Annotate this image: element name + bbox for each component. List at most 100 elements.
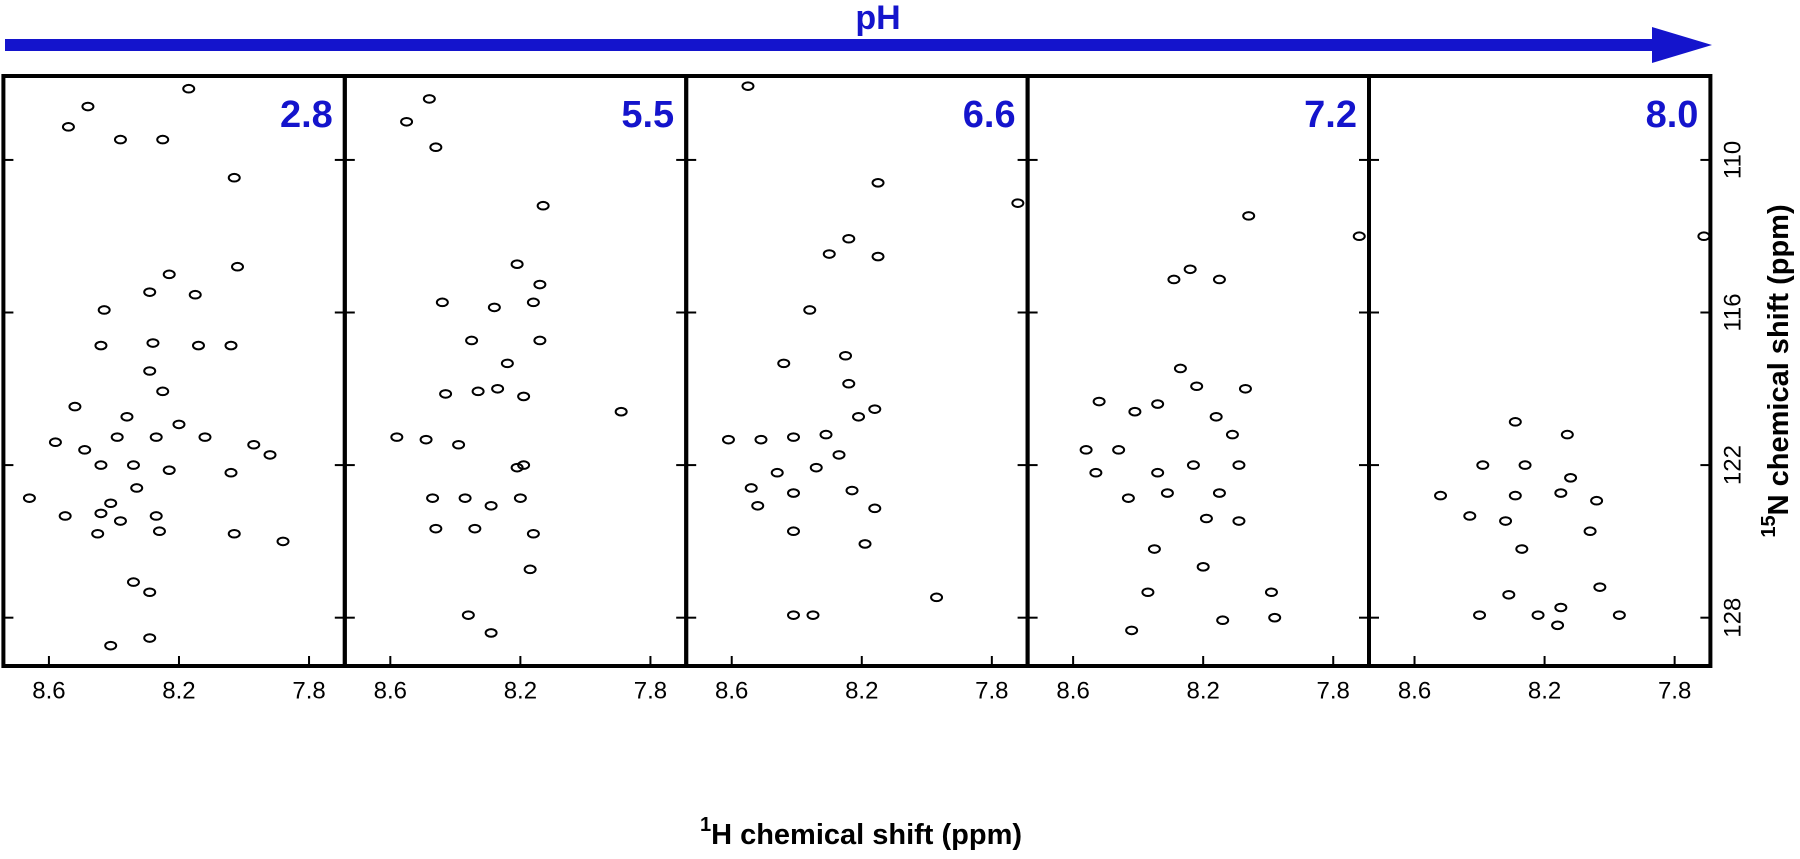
peak xyxy=(871,178,885,188)
peak xyxy=(526,297,540,308)
peak xyxy=(517,391,531,402)
peak xyxy=(1463,511,1477,521)
peak xyxy=(113,134,127,145)
peak xyxy=(1190,381,1204,392)
peak xyxy=(517,460,531,470)
y-label-text: N chemical shift (ppm) xyxy=(1763,204,1795,515)
peak xyxy=(130,483,144,493)
peak xyxy=(868,404,882,414)
peak xyxy=(104,640,118,651)
peak xyxy=(1551,620,1565,631)
peak xyxy=(1264,587,1278,598)
x-tick-label: 8.2 xyxy=(162,677,195,704)
peak xyxy=(852,411,866,422)
x-tick-label: 8.2 xyxy=(1528,677,1561,704)
peak xyxy=(1092,396,1106,407)
peak xyxy=(1209,411,1223,422)
peak xyxy=(22,493,36,503)
peak xyxy=(1502,589,1516,600)
peak xyxy=(461,610,475,620)
y-tick-label: 122 xyxy=(1719,445,1746,485)
peak xyxy=(429,142,443,153)
peak xyxy=(247,439,261,450)
x-tick-label: 8.6 xyxy=(32,677,65,704)
panel-frame xyxy=(1,74,347,668)
peak xyxy=(526,528,540,539)
peak xyxy=(149,511,163,521)
peak xyxy=(1216,615,1230,626)
x-label-sup: 1 xyxy=(700,814,711,836)
peak xyxy=(156,134,170,145)
x-tick-label: 7.8 xyxy=(634,677,667,704)
peak xyxy=(1554,602,1568,613)
peak xyxy=(400,116,414,127)
peak xyxy=(1212,274,1226,285)
peak xyxy=(162,465,176,475)
peak xyxy=(1590,495,1604,506)
peak xyxy=(152,526,166,537)
peak xyxy=(1112,445,1126,455)
x-tick-label: 8.6 xyxy=(374,677,407,704)
peak xyxy=(786,610,800,620)
peak xyxy=(188,289,202,300)
peak xyxy=(744,483,758,493)
peak xyxy=(533,279,547,290)
peak xyxy=(1242,211,1256,221)
peak xyxy=(1238,384,1252,394)
peak xyxy=(1473,610,1487,620)
peak xyxy=(198,432,212,442)
peak xyxy=(48,437,62,448)
peak xyxy=(1128,406,1142,417)
peak xyxy=(1225,429,1239,440)
peak xyxy=(465,335,479,346)
peak xyxy=(1011,198,1025,208)
peak xyxy=(786,488,800,498)
peak xyxy=(1089,467,1103,478)
peak xyxy=(751,500,765,511)
peak xyxy=(1121,493,1135,503)
peak xyxy=(741,81,755,91)
peak xyxy=(94,460,108,470)
peak xyxy=(510,259,524,269)
peak xyxy=(224,467,238,478)
peak xyxy=(536,200,550,211)
peak xyxy=(1476,460,1490,470)
peak xyxy=(487,302,501,313)
peak xyxy=(500,358,514,369)
peak xyxy=(390,432,404,442)
peak xyxy=(126,577,140,587)
peak xyxy=(143,287,157,297)
peak xyxy=(61,122,75,132)
panel-title: 8.0 xyxy=(1646,94,1699,136)
peak xyxy=(1564,473,1578,483)
panel-title: 2.8 xyxy=(280,94,333,136)
peak xyxy=(491,384,505,394)
peak xyxy=(104,498,118,509)
peak xyxy=(839,350,853,361)
peak xyxy=(1160,488,1174,498)
peak xyxy=(806,610,820,620)
peak xyxy=(871,251,885,262)
peak xyxy=(1499,516,1513,526)
peak xyxy=(510,462,524,473)
peak xyxy=(1583,526,1597,537)
peak xyxy=(1147,544,1161,554)
peak xyxy=(458,493,472,503)
x-tick-label: 7.8 xyxy=(292,677,325,704)
x-tick-label: 7.8 xyxy=(975,677,1008,704)
peak xyxy=(1183,264,1197,275)
y-tick-label: 116 xyxy=(1719,293,1746,331)
peak xyxy=(191,340,205,351)
x-tick-label: 8.2 xyxy=(845,677,878,704)
peak xyxy=(426,493,440,503)
peak xyxy=(126,460,140,470)
peak xyxy=(263,450,277,460)
panel-frame xyxy=(1367,74,1713,668)
x-tick-label: 8.6 xyxy=(715,677,748,704)
peak xyxy=(809,462,823,473)
peak xyxy=(172,419,186,430)
peak xyxy=(523,564,537,575)
peak xyxy=(822,249,836,259)
